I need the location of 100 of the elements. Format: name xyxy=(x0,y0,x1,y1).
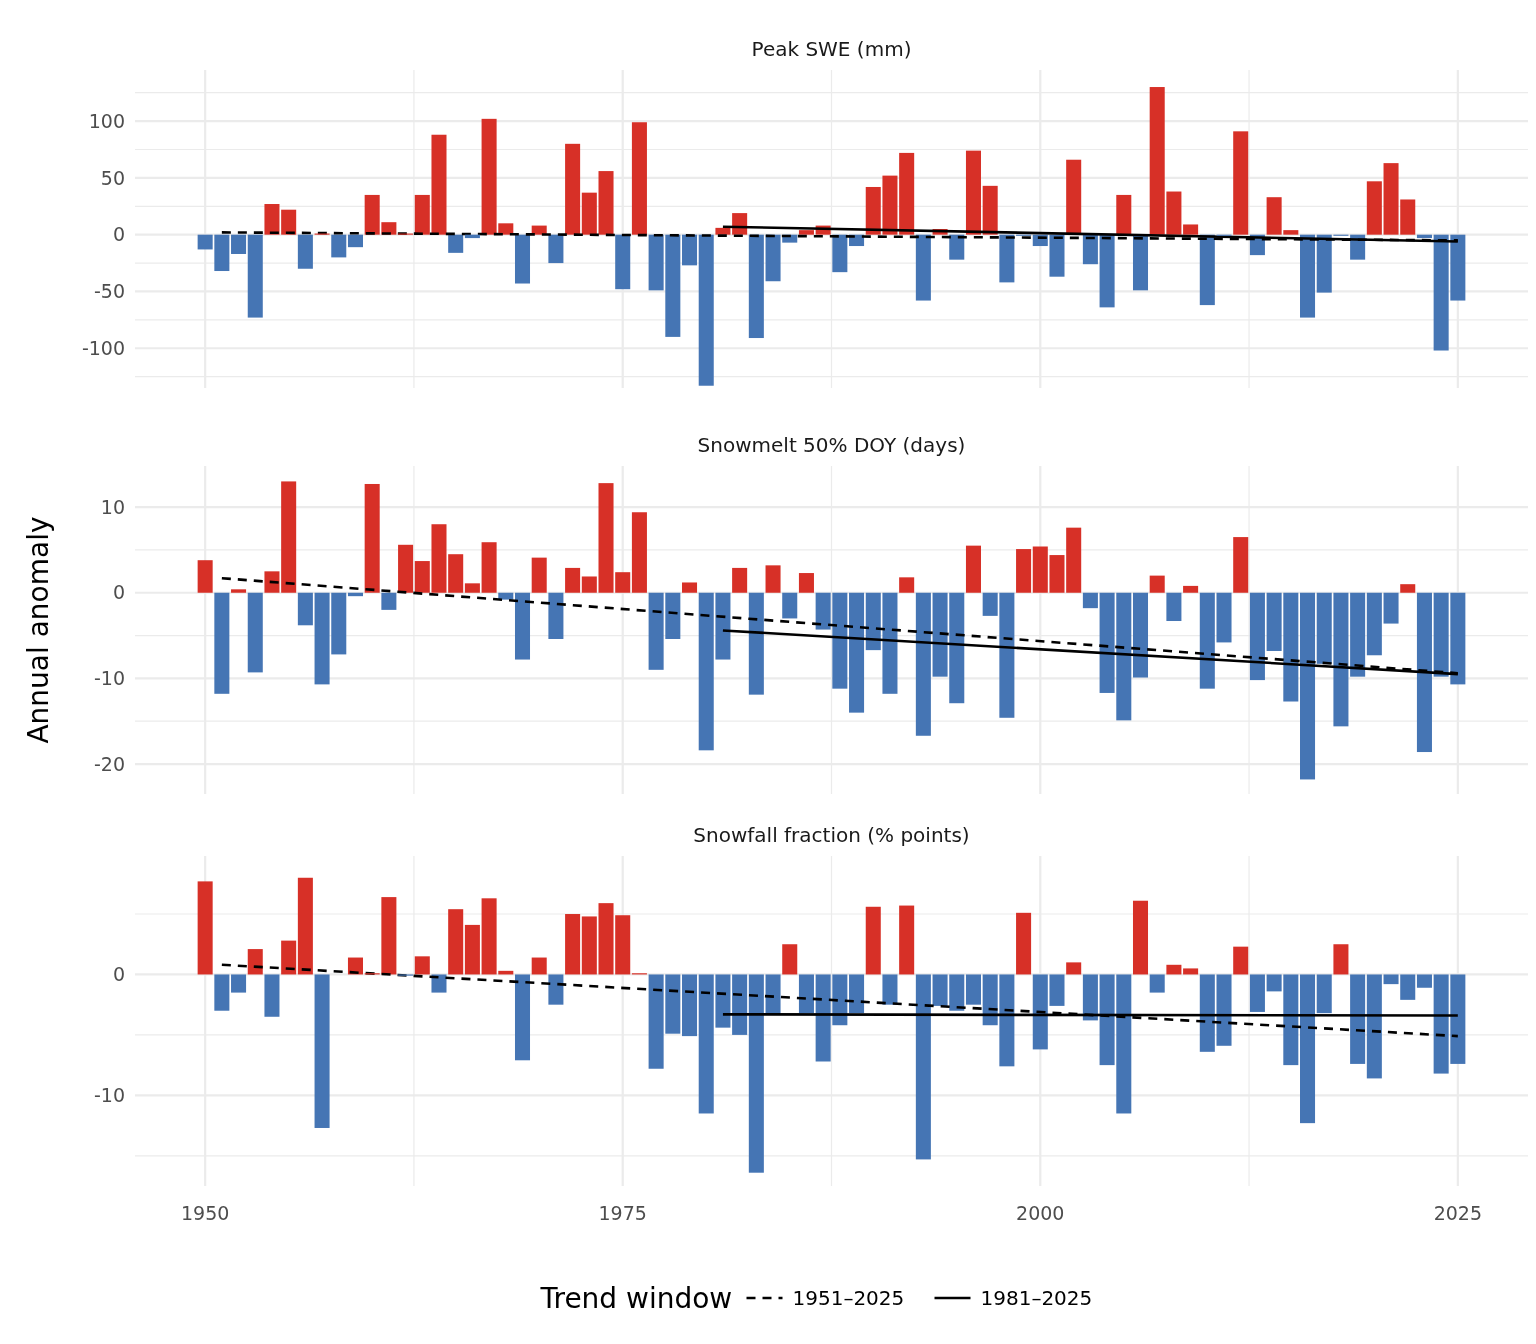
bar xyxy=(197,560,213,593)
bar xyxy=(965,974,981,1005)
bar xyxy=(748,592,764,695)
y-tick-label: -10 xyxy=(93,667,125,690)
bar xyxy=(1416,974,1432,988)
bar xyxy=(364,483,380,593)
bar xyxy=(1233,946,1249,975)
bar xyxy=(464,924,480,975)
bar xyxy=(1233,131,1249,235)
chart-title: Snowfall fraction (% points) xyxy=(693,823,970,847)
bar xyxy=(698,234,714,386)
bar xyxy=(849,974,865,1014)
bar xyxy=(1233,537,1249,593)
bar xyxy=(448,234,464,253)
bar xyxy=(297,234,313,269)
bar xyxy=(247,592,263,673)
bar xyxy=(514,974,531,1061)
bar xyxy=(565,914,581,975)
bar xyxy=(565,567,581,593)
x-tick-label: 2025 xyxy=(1433,1202,1483,1224)
y-tick-label: 100 xyxy=(88,109,125,132)
bar xyxy=(949,234,965,260)
bar xyxy=(1183,968,1199,975)
bar xyxy=(915,974,931,1160)
bar xyxy=(1300,592,1316,780)
bar xyxy=(732,974,748,1035)
bar xyxy=(1300,974,1316,1124)
bar xyxy=(231,589,247,593)
bar xyxy=(548,974,564,1005)
bar xyxy=(915,234,931,301)
y-tick-label: -50 xyxy=(93,280,125,303)
bar xyxy=(1350,592,1366,677)
y-tick-label: -20 xyxy=(93,752,125,775)
bar xyxy=(615,234,631,290)
x-tick-label: 1950 xyxy=(180,1202,230,1224)
bar xyxy=(1066,962,1082,975)
y-tick-label: 0 xyxy=(112,581,125,604)
y-tick-label: 0 xyxy=(112,223,125,246)
bar xyxy=(231,234,247,254)
bar xyxy=(214,592,230,694)
bar xyxy=(1132,234,1149,291)
bar xyxy=(999,234,1015,283)
bar xyxy=(899,577,915,593)
bar xyxy=(849,592,865,713)
bar xyxy=(715,227,731,235)
bar xyxy=(1016,912,1032,975)
bar xyxy=(882,974,898,1005)
bar xyxy=(748,974,764,1173)
bar xyxy=(247,234,263,318)
bar xyxy=(765,565,781,593)
bar xyxy=(1316,974,1332,1014)
bar xyxy=(548,592,564,639)
bar xyxy=(448,909,464,975)
bar xyxy=(281,209,297,235)
bar xyxy=(682,974,698,1037)
bar xyxy=(1082,974,1098,1021)
bar xyxy=(1132,900,1149,975)
bar xyxy=(1416,592,1432,753)
bar xyxy=(1400,584,1416,593)
bar xyxy=(314,974,330,1128)
bar xyxy=(264,204,280,235)
bar xyxy=(381,592,397,610)
bar xyxy=(464,583,480,593)
bar xyxy=(982,185,998,235)
bar xyxy=(1366,592,1382,656)
legend-label: 1951–2025 xyxy=(792,1286,905,1310)
bar xyxy=(531,957,547,975)
bar xyxy=(899,152,915,235)
bar xyxy=(214,974,230,1011)
bar xyxy=(414,956,430,975)
bar xyxy=(197,881,213,975)
bar xyxy=(331,234,347,258)
legend-title: Trend window xyxy=(539,1281,733,1315)
bar xyxy=(1166,964,1182,975)
bar xyxy=(1366,974,1382,1079)
y-tick-label: -100 xyxy=(81,336,125,359)
bar xyxy=(965,150,981,235)
bar xyxy=(832,234,848,273)
bar xyxy=(732,567,748,593)
bar xyxy=(865,906,881,975)
bar xyxy=(1016,549,1032,593)
bar xyxy=(347,234,363,248)
bar xyxy=(782,944,798,975)
bar xyxy=(1099,234,1115,308)
bar xyxy=(1333,944,1349,975)
chart-title: Snowmelt 50% DOY (days) xyxy=(697,433,966,457)
bar xyxy=(264,974,280,1017)
bar xyxy=(297,877,313,975)
bar xyxy=(631,512,647,593)
y-tick-label: 10 xyxy=(100,495,125,518)
bar xyxy=(765,974,781,1015)
bar xyxy=(915,592,931,736)
bar xyxy=(1066,159,1082,235)
chart-title: Peak SWE (mm) xyxy=(751,37,912,61)
bar xyxy=(247,949,263,975)
bar xyxy=(565,143,581,235)
bar xyxy=(548,234,564,264)
y-tick-label: -10 xyxy=(93,1083,125,1106)
bar xyxy=(281,940,297,975)
bar xyxy=(264,571,280,593)
